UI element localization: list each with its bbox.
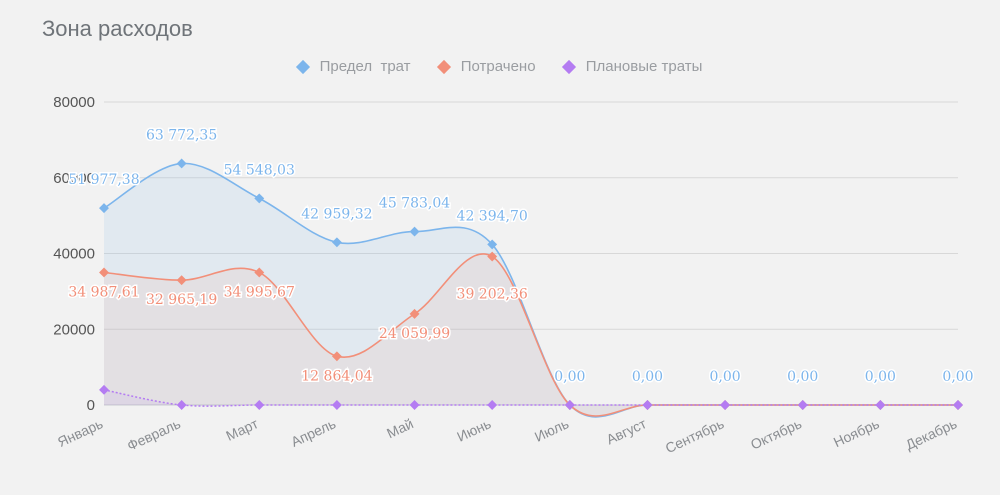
data-label: 63 772,35 <box>146 127 217 143</box>
x-tick-label: Апрель <box>288 415 338 450</box>
data-label: 0,00 <box>942 369 973 385</box>
data-point-marker <box>564 400 575 410</box>
data-point-marker <box>99 203 109 214</box>
y-tick-label: 0 <box>87 397 95 414</box>
y-tick-label: 60000 <box>53 170 95 187</box>
x-tick-label: Ноябрь <box>831 415 882 450</box>
data-point-marker <box>953 400 963 410</box>
data-label: 42 959,32 <box>301 206 372 222</box>
data-point-marker <box>720 400 731 410</box>
data-point-marker <box>254 400 265 410</box>
data-label: 34 987,61 <box>68 284 139 300</box>
data-label: 39 202,36 <box>457 287 528 303</box>
series-area <box>104 163 958 417</box>
data-point-marker <box>176 400 187 410</box>
data-point-marker <box>254 193 265 204</box>
x-tick-label: Июнь <box>454 415 493 445</box>
series-line <box>103 389 958 407</box>
chart-title: Зона расходов <box>42 16 193 41</box>
legend-item-limit[interactable]: Предел трат <box>295 58 411 75</box>
x-tick-label: Август <box>604 415 649 448</box>
data-label: 24 059,99 <box>379 326 450 342</box>
data-label: 42 394,70 <box>457 208 528 224</box>
legend-label: Потрачено <box>460 58 536 75</box>
data-point-marker <box>642 400 653 410</box>
y-tick-label: 80000 <box>53 94 95 111</box>
data-label: 0,00 <box>787 369 818 385</box>
data-label: 0,00 <box>632 369 663 385</box>
legend: Предел трат Потрачено Плановые траты <box>0 58 1000 76</box>
data-label: 32 965,19 <box>146 292 217 308</box>
x-tick-label: Июль <box>532 415 571 445</box>
x-tick-label: Октябрь <box>748 415 804 452</box>
data-point-marker <box>875 400 886 410</box>
legend-item-spent[interactable]: Потрачено <box>436 58 536 75</box>
data-label: 0,00 <box>710 369 741 385</box>
data-point-marker <box>409 308 420 319</box>
data-point-marker <box>331 237 342 248</box>
data-label: 12 864,04 <box>301 368 372 384</box>
data-label: 34 995,67 <box>224 284 295 300</box>
x-tick-label: Май <box>384 415 416 441</box>
data-label: 0,00 <box>554 369 585 385</box>
data-point-marker <box>176 275 187 286</box>
data-point-marker <box>176 158 187 169</box>
data-point-marker <box>487 251 498 262</box>
y-tick-label: 20000 <box>53 321 95 338</box>
data-point-marker <box>254 267 265 278</box>
x-tick-label: Январь <box>55 415 105 450</box>
legend-label: Плановые траты <box>585 58 703 75</box>
legend-label: Предел трат <box>319 58 411 75</box>
data-label: 0,00 <box>865 369 896 385</box>
data-label: 45 783,04 <box>379 196 450 212</box>
data-point-marker <box>331 351 342 362</box>
legend-item-planned[interactable]: Плановые траты <box>561 58 703 75</box>
data-point-marker <box>797 400 808 410</box>
y-tick-label: 40000 <box>53 246 95 263</box>
data-point-marker <box>409 400 420 410</box>
data-label: 54 548,03 <box>224 162 295 178</box>
data-point-marker <box>409 226 420 237</box>
data-label: 51 977,38 <box>68 172 139 188</box>
x-tick-label: Сентябрь <box>663 415 727 456</box>
data-point-marker <box>487 239 498 250</box>
x-tick-label: Март <box>223 415 261 444</box>
x-tick-label: Декабрь <box>903 415 959 453</box>
x-tick-label: Февраль <box>125 415 183 454</box>
series-area <box>104 253 958 416</box>
data-point-marker <box>487 400 498 410</box>
data-point-marker <box>331 400 342 410</box>
